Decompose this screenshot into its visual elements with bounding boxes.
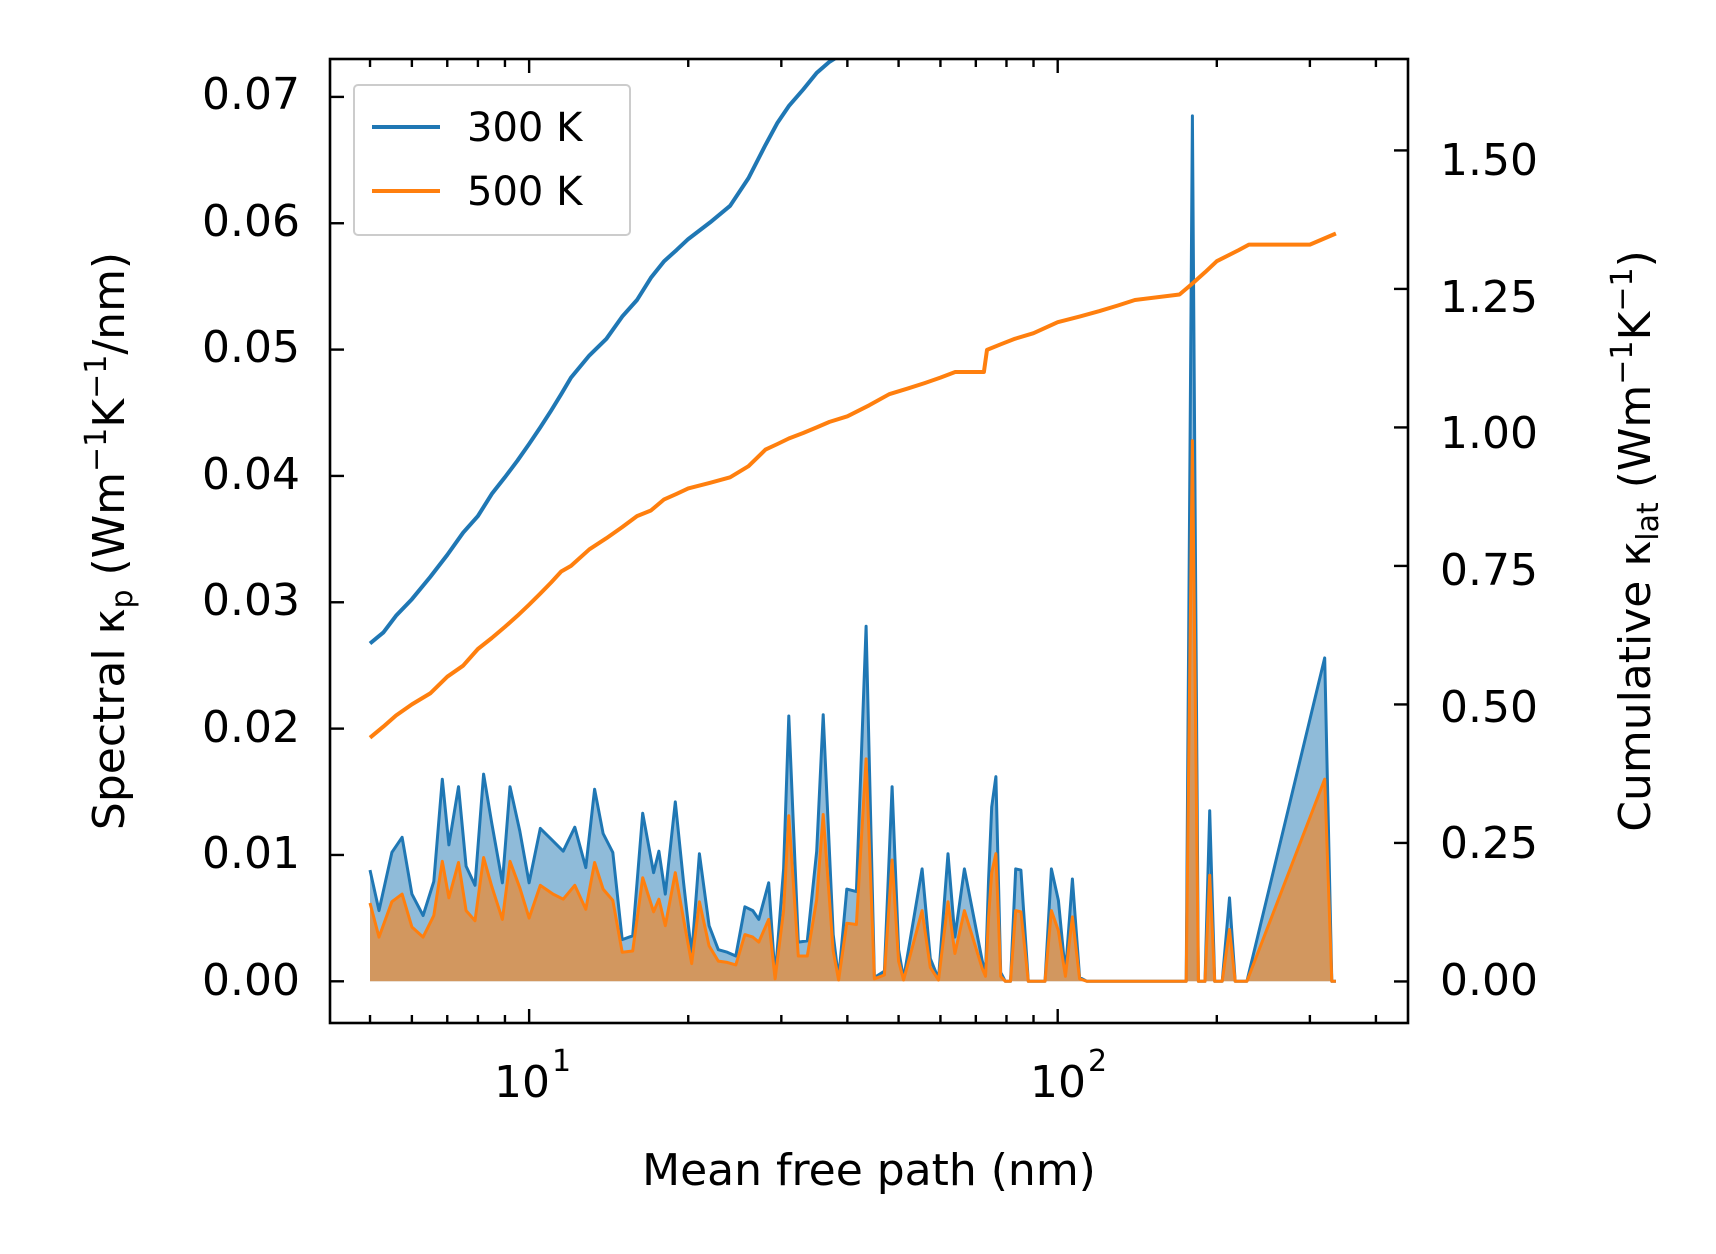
left-y-title-exp2: −1 xyxy=(79,355,114,399)
legend-label-300k: 300 K xyxy=(467,105,584,151)
left-y-title-tail: /nm) xyxy=(84,252,135,355)
left-y-tick-label: 0.05 xyxy=(202,322,300,373)
right-y-title-units: (Wm xyxy=(1610,385,1661,503)
plot-frame xyxy=(328,57,1410,1025)
left-y-title-mid: K xyxy=(84,398,135,428)
x-tick-label-100-exp: 2 xyxy=(1088,1044,1107,1079)
axis-ticks xyxy=(330,59,1408,1023)
x-axis-title: Mean free path (nm) xyxy=(642,1145,1096,1196)
right-y-tick-label: 0.75 xyxy=(1440,545,1538,596)
left-y-tick-label: 0.07 xyxy=(202,69,300,120)
right-y-tick-label: 0.50 xyxy=(1440,682,1538,733)
left-y-tick-label: 0.00 xyxy=(202,955,300,1006)
right-y-title-mid: K xyxy=(1610,310,1661,340)
left-y-tick-labels: 0.00 0.01 0.02 0.03 0.04 0.05 0.06 0.07 xyxy=(202,69,300,1006)
right-y-title-sub: lat xyxy=(1631,502,1666,541)
right-y-tick-label: 1.25 xyxy=(1440,272,1538,323)
legend-label-500k: 500 K xyxy=(467,169,584,215)
x-tick-label-10-exp: 1 xyxy=(552,1044,571,1079)
left-y-title-exp1: −1 xyxy=(79,428,114,472)
right-y-title-exp1: −1 xyxy=(1605,340,1640,384)
x-tick-label-100-base: 10 xyxy=(1030,1057,1086,1108)
spectral-area-300k xyxy=(370,115,1336,982)
left-y-tick-label: 0.01 xyxy=(202,828,300,879)
x-tick-label-10-base: 10 xyxy=(494,1057,550,1108)
left-y-title-main: Spectral κ xyxy=(84,609,135,831)
legend: 300 K 500 K xyxy=(353,84,631,236)
left-y-tick-label: 0.04 xyxy=(202,449,300,500)
right-y-tick-label: 0.25 xyxy=(1440,818,1538,869)
left-y-title-units: (Wm xyxy=(84,472,135,590)
cumulative-line-300k xyxy=(368,59,838,646)
right-y-tick-label: 1.00 xyxy=(1440,408,1538,459)
left-y-tick-label: 0.06 xyxy=(202,196,300,247)
legend-frame xyxy=(353,84,631,236)
right-y-title-tail: ) xyxy=(1610,250,1661,267)
right-y-tick-label: 1.50 xyxy=(1440,135,1538,186)
left-y-tick-label: 0.02 xyxy=(202,702,300,753)
right-y-tick-labels: 0.00 0.25 0.50 0.75 1.00 1.25 1.50 xyxy=(1440,135,1538,1006)
left-y-tick-label: 0.03 xyxy=(202,575,300,626)
spectral-line-500k xyxy=(368,439,1336,983)
spectral-area-500k xyxy=(370,440,1336,982)
right-y-title-main: Cumulative κ xyxy=(1610,541,1661,832)
right-y-title-exp2: −1 xyxy=(1605,267,1640,311)
x-tick-label-10: 10 1 xyxy=(494,1044,571,1108)
x-tick-label-100: 10 2 xyxy=(1030,1044,1107,1108)
right-y-tick-label: 0.00 xyxy=(1440,955,1538,1006)
left-y-axis-title: Spectral κp (Wm−1K−1/nm) xyxy=(79,252,140,830)
cumulative-line-500k xyxy=(368,231,1337,740)
left-y-title-sub: p xyxy=(105,589,140,608)
plot-area xyxy=(368,59,1337,983)
right-y-axis-title: Cumulative κlat (Wm−1K−1) xyxy=(1605,250,1666,832)
